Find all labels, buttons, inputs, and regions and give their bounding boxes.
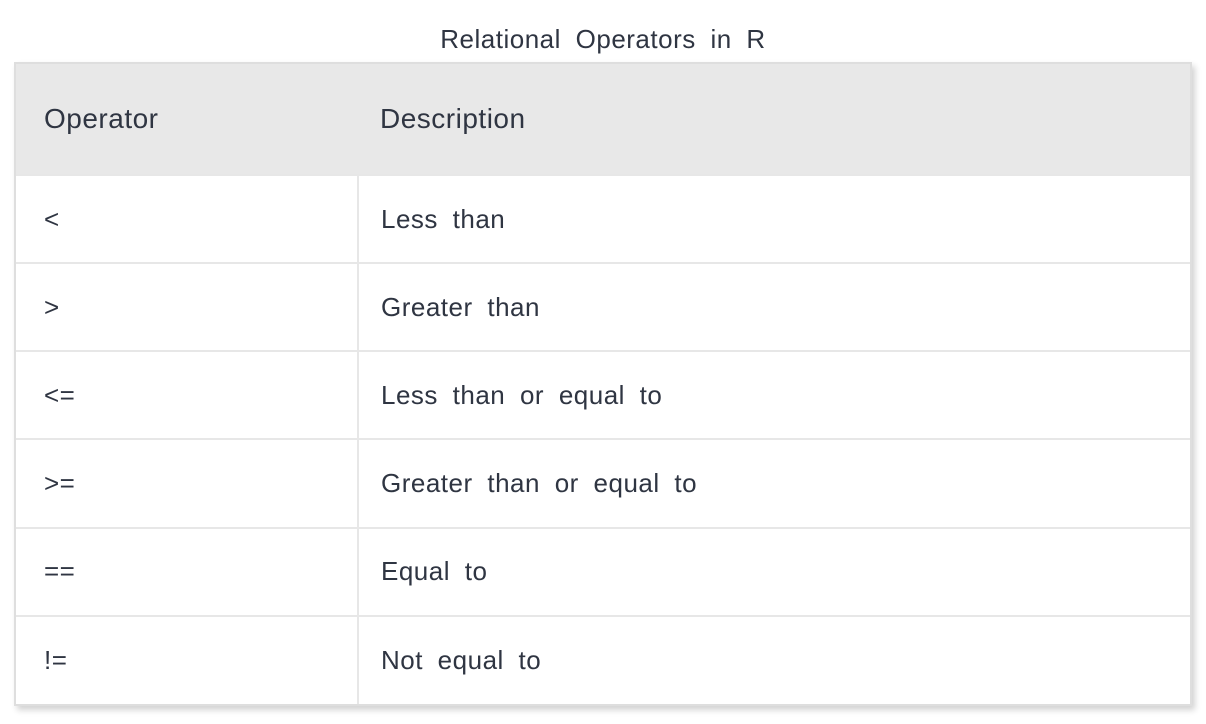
header-cell-description: Description: [358, 64, 1190, 175]
header-cell-operator: Operator: [16, 64, 358, 175]
operator-cell: !=: [16, 614, 358, 704]
table-row: <= Less than or equal to: [16, 350, 1190, 440]
description-cell: Not equal to: [357, 614, 1190, 704]
operators-table: Operator Description < Less than > Great…: [16, 64, 1190, 704]
operator-cell: <=: [16, 350, 358, 440]
operator-cell: ==: [16, 526, 358, 616]
table-body: < Less than > Greater than <= Less than …: [16, 173, 1190, 704]
table-row: >= Greater than or equal to: [16, 438, 1190, 528]
description-cell: Greater than or equal to: [357, 438, 1190, 528]
operator-cell: >: [16, 262, 358, 352]
table-row: != Not equal to: [16, 614, 1190, 704]
table-row: == Equal to: [16, 526, 1190, 616]
relational-operators-table: Operator Description < Less than > Great…: [14, 62, 1192, 706]
page-title: Relational Operators in R: [440, 24, 766, 54]
table-header: Operator Description: [16, 64, 1190, 175]
description-cell: Less than or equal to: [357, 350, 1190, 440]
description-cell: Greater than: [357, 262, 1190, 352]
operator-cell: >=: [16, 438, 358, 528]
header-row: Operator Description: [16, 64, 1190, 175]
description-cell: Less than: [357, 173, 1190, 264]
table-row: > Greater than: [16, 262, 1190, 352]
description-cell: Equal to: [357, 526, 1190, 616]
operator-cell: <: [16, 173, 358, 264]
table-row: < Less than: [16, 173, 1190, 264]
